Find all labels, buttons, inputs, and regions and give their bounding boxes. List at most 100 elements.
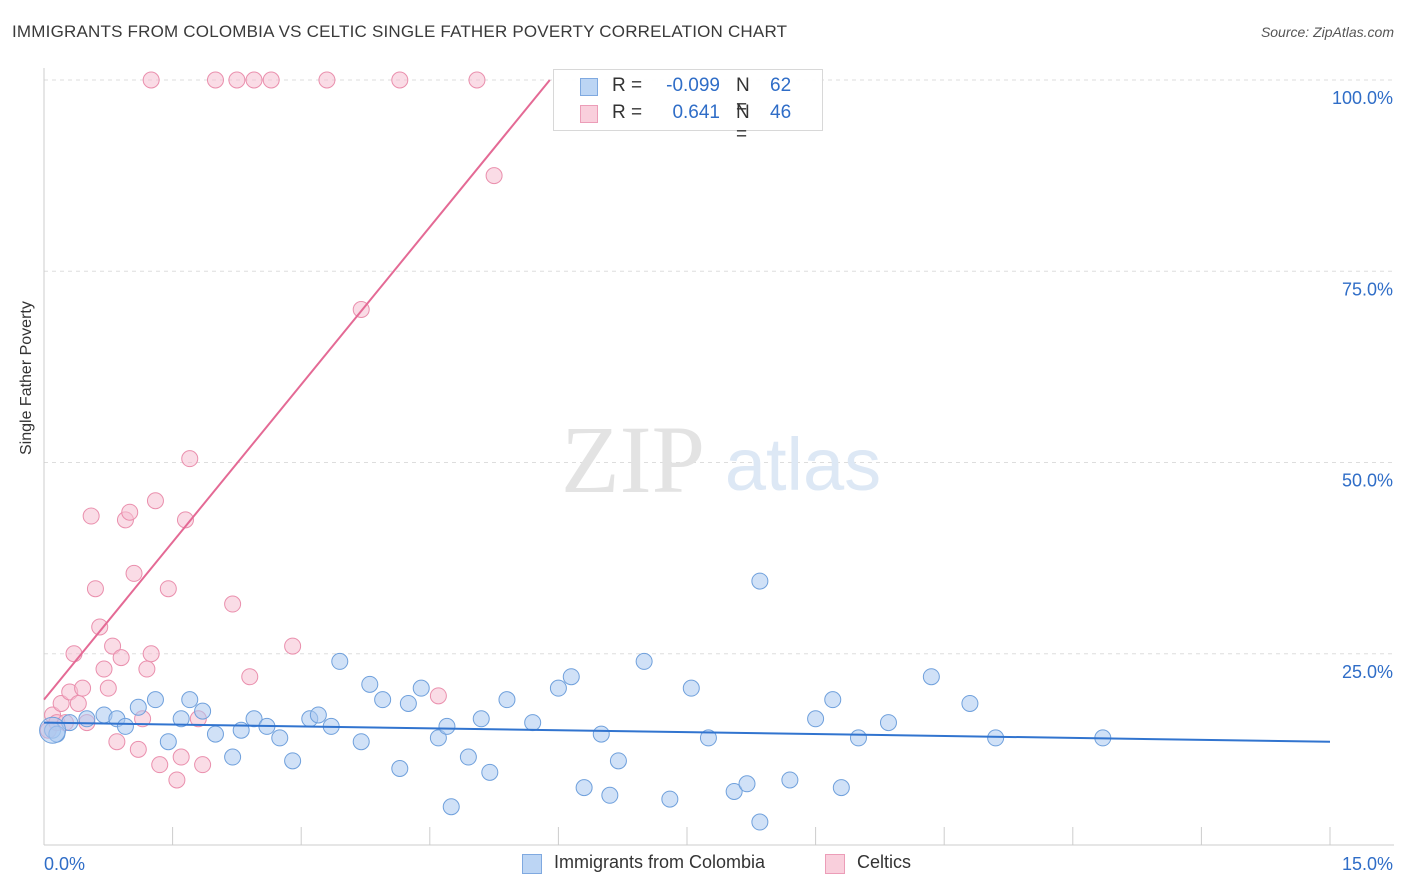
celtics-point [391, 71, 409, 89]
chart-title: IMMIGRANTS FROM COLOMBIA VS CELTIC SINGL… [12, 22, 788, 41]
colombia-point [987, 729, 1005, 747]
colombia-point [524, 714, 542, 732]
colombia-point [751, 572, 769, 590]
colombia-point [129, 698, 147, 716]
colombia-point [284, 752, 302, 770]
celtics-point [228, 71, 246, 89]
gridlines [44, 79, 1394, 655]
celtics-point [82, 507, 100, 525]
colombia-point [635, 652, 653, 670]
colombia-point [661, 790, 679, 808]
legend-swatch-pink [580, 105, 598, 123]
celtics-point [168, 771, 186, 789]
colombia-point [609, 752, 627, 770]
celtics-point [86, 580, 104, 598]
colombia-point [412, 679, 430, 697]
legend-swatch-blue [580, 78, 598, 96]
x-tick-label-min: 0.0% [44, 854, 85, 874]
colombia-point [159, 733, 177, 751]
colombia-point [39, 716, 67, 744]
colombia-point [399, 694, 417, 712]
y-tick-label: 75.0% [1342, 279, 1393, 299]
colombia-point [562, 668, 580, 686]
colombia-point [245, 710, 263, 728]
colombia-point [442, 798, 460, 816]
y-tick-label: 25.0% [1342, 662, 1393, 682]
colombia-point [601, 786, 619, 804]
colombia-point [429, 729, 447, 747]
n-label: N = [736, 102, 750, 145]
colombia-point [146, 691, 164, 709]
celtics-point [142, 71, 160, 89]
n-label: N = [736, 75, 750, 118]
colombia-point [472, 710, 490, 728]
celtics-point [151, 756, 169, 774]
colombia-point [832, 779, 850, 797]
colombia-point [459, 748, 477, 766]
colombia-point [181, 691, 199, 709]
colombia-point [194, 702, 212, 720]
colombia-point [481, 763, 499, 781]
celtics-point [241, 668, 259, 686]
colombia-point [592, 725, 610, 743]
y-tick-labels: 25.0% 50.0% 75.0% 100.0% [1332, 88, 1393, 682]
watermark: ZIP atlas [561, 406, 881, 513]
colombia-point [374, 691, 392, 709]
n-value: 62 [770, 75, 792, 96]
celtics-point [194, 756, 212, 774]
legend-swatch-blue [522, 854, 542, 874]
celtics-point [125, 564, 143, 582]
y-axis-label: Single Father Poverty [18, 301, 35, 455]
celtics-point [146, 492, 164, 510]
colombia-point [224, 748, 242, 766]
celtics-point [91, 618, 109, 636]
celtics-point [159, 580, 177, 598]
colombia-point [961, 694, 979, 712]
celtics-point [318, 71, 336, 89]
colombia-point [271, 729, 289, 747]
colombia-point [549, 679, 567, 697]
legend-swatch-pink [825, 854, 845, 874]
celtics-point [468, 71, 486, 89]
watermark-zip: ZIP [561, 406, 705, 513]
series-celtics-points [39, 71, 503, 789]
celtics-point [112, 649, 130, 667]
n-value: 46 [770, 102, 792, 123]
celtics-point [224, 595, 242, 613]
colombia-point [738, 775, 756, 793]
colombia-point [498, 691, 516, 709]
colombia-point [725, 782, 743, 800]
celtics-point [284, 637, 302, 655]
colombia-point [682, 679, 700, 697]
celtics-point [142, 645, 160, 663]
celtics-point [121, 503, 139, 521]
x-tick-label-max: 15.0% [1342, 854, 1393, 874]
correlation-legend: R = -0.099 N = 62 R = 0.641 N = 46 [553, 69, 823, 145]
y-tick-label: 50.0% [1342, 471, 1393, 491]
celtics-point [172, 748, 190, 766]
colombia-point [781, 771, 799, 789]
celtics-point [69, 694, 87, 712]
colombia-point [849, 729, 867, 747]
celtics-point [95, 660, 113, 678]
celtics-point [245, 71, 263, 89]
colombia-point [751, 813, 769, 831]
colombia-point [922, 668, 940, 686]
celtics-point [129, 740, 147, 758]
colombia-point [879, 714, 897, 732]
colombia-point [699, 729, 717, 747]
legend-label-colombia: Immigrants from Colombia [554, 852, 766, 872]
trend-lines [43, 79, 1331, 743]
celtics-point [485, 167, 503, 185]
series-colombia-points [39, 572, 1112, 831]
trend-line-celtics [43, 79, 551, 701]
source-label: Source: ZipAtlas.com [1260, 24, 1394, 40]
watermark-atlas: atlas [725, 423, 881, 506]
x-tick-labels: 0.0% 15.0% [44, 854, 1393, 874]
colombia-point [352, 733, 370, 751]
celtics-point [262, 71, 280, 89]
colombia-point [361, 675, 379, 693]
celtics-point [65, 645, 83, 663]
legend-label-celtics: Celtics [857, 852, 912, 872]
